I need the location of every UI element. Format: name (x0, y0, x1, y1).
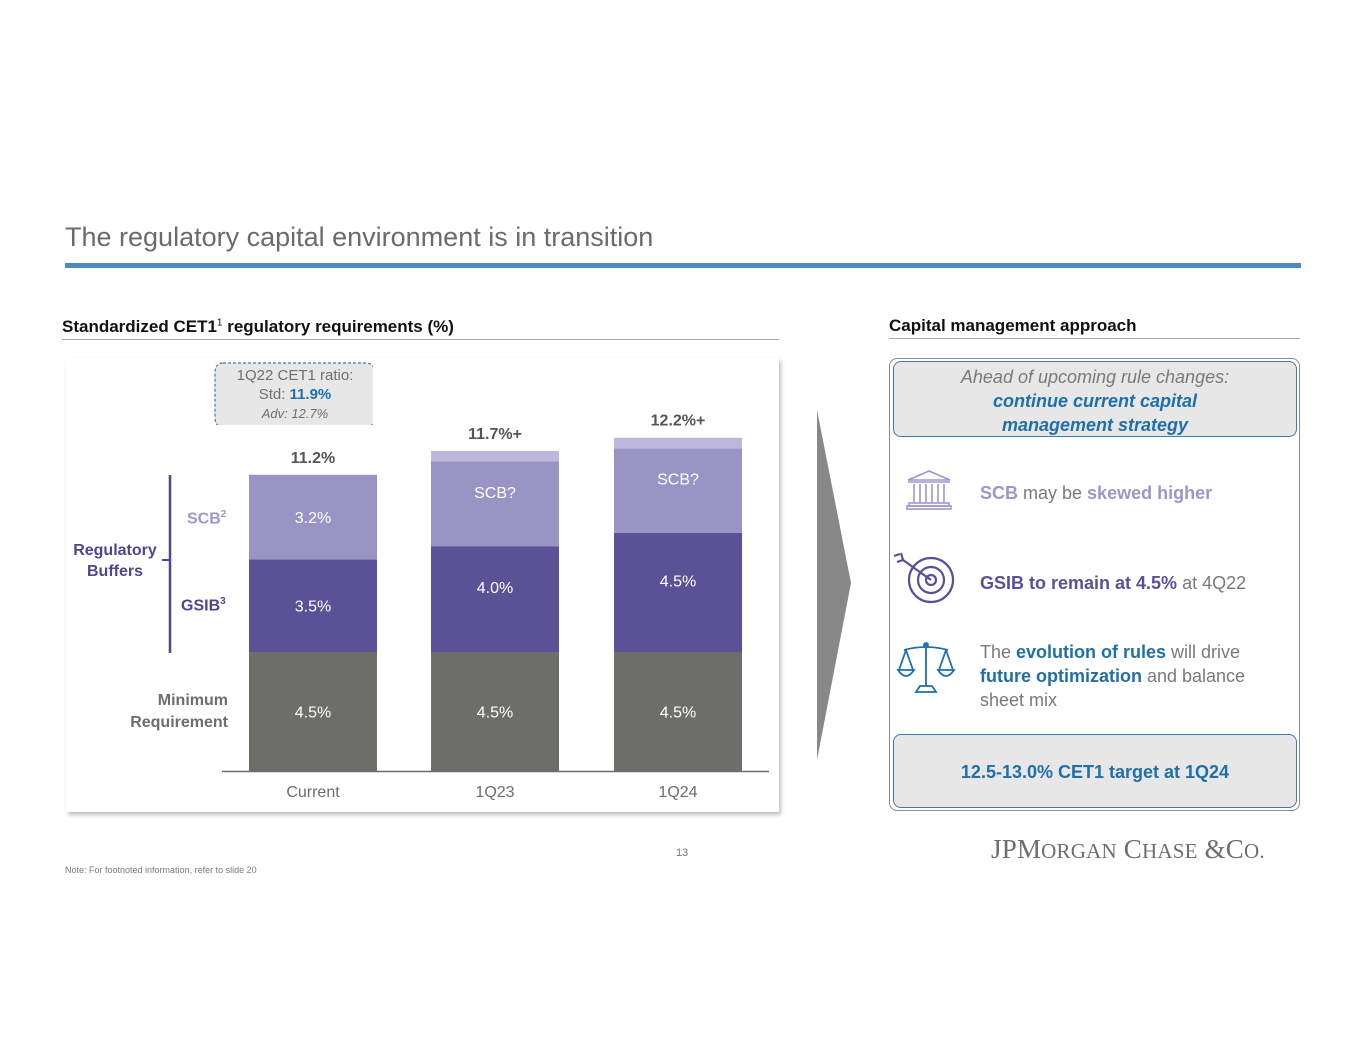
data-label: 4.5% (660, 704, 696, 721)
bar-gsib-1q24 (614, 532, 742, 652)
item-scb-key: SCB (980, 483, 1019, 503)
callout-line1: 1Q22 CET1 ratio: (236, 367, 354, 384)
callout-std: Std: 11.9% (215, 385, 375, 404)
callout-std-label: Std: (258, 386, 290, 403)
logo-co: O. (1244, 839, 1265, 863)
totals-group: 11.2% 11.7%+ 12.2%+ (291, 413, 706, 467)
minimum-line2: Requirement (130, 714, 228, 731)
item-rules-e1: evolution of rules (1016, 642, 1167, 662)
bar-gsib-1q23 (431, 546, 559, 652)
callout-adv: Adv: 12.7% (261, 406, 329, 421)
target-arrow-icon (893, 552, 955, 604)
scb-label-text: SCB (187, 510, 221, 528)
footnote-1: 1 (216, 317, 223, 329)
item-rules-t3: and balance sheet mix (980, 666, 1246, 710)
chart-heading-rest: regulatory requirements (%) (222, 317, 454, 336)
strategy-line3: management strategy (1001, 415, 1189, 435)
item-gsib-text: at 4Q22 (1177, 573, 1247, 593)
logo-jp: JP (991, 834, 1017, 864)
data-label: 4.5% (477, 704, 513, 721)
bank-building-icon (906, 470, 952, 510)
approach-panel (889, 358, 1300, 811)
regulatory-buffers-line2: Buffers (86, 563, 143, 580)
x-tick-labels-group: Current 1Q23 1Q24 (286, 784, 697, 801)
minimum-line1: Minimum (157, 692, 228, 709)
item-scb-text: may be (1018, 483, 1088, 503)
item-gsib: GSIB to remain at 4.5% at 4Q22 (980, 571, 1246, 595)
jpmorgan-logo: JPMORGAN CHASE &CO. (991, 834, 1265, 864)
item-rules-t1: The (980, 642, 1017, 662)
title-divider (65, 263, 1301, 268)
logo-chase: HASE (1142, 839, 1198, 863)
item-scb-emph: skewed higher (1087, 483, 1213, 503)
item-rules: The evolution of rules will drive future… (980, 640, 1280, 712)
strategy-box: Ahead of upcoming rule changes: continue… (893, 361, 1297, 437)
data-label: SCB? (657, 472, 699, 489)
data-label: 4.5% (660, 573, 696, 590)
total-label: 12.2%+ (651, 413, 706, 430)
bar-scb-1q24 (614, 448, 742, 533)
bar-gsib-current (249, 559, 377, 652)
total-label: 11.7%+ (468, 426, 522, 443)
x-tick-label: 1Q23 (475, 784, 514, 801)
item-gsib-emph: GSIB to remain at 4.5% (980, 573, 1178, 593)
item-scb: SCB may be skewed higher (980, 481, 1212, 505)
bar-scb-potential-upside--1q24 (614, 437, 742, 449)
scb-label: SCB2 (187, 509, 226, 528)
total-label: 11.2% (291, 450, 335, 467)
bar-minimum-requirement-current (249, 651, 377, 771)
cet1-target-box: 12.5-13.0% CET1 target at 1Q24 (893, 734, 1297, 808)
data-label: 4.5% (295, 704, 331, 721)
item-rules-t2: will drive (1166, 642, 1241, 662)
chart-heading-divider (62, 339, 779, 340)
chart-heading-main: Standardized CET1 (62, 317, 217, 336)
scales-icon (896, 642, 956, 693)
gsib-label-text: GSIB (181, 597, 221, 615)
footnote-2: 2 (220, 509, 227, 520)
callout-text: 1Q22 CET1 ratio: Std: 11.9% Adv: 12.7% (215, 366, 375, 423)
data-label: 4.0% (477, 580, 513, 597)
footnote-note: Note: For footnoted information, refer t… (65, 865, 257, 875)
chart-heading: Standardized CET11 regulatory requiremen… (62, 317, 454, 337)
bar-labels-group: 4.5% 3.5% 3.2% 4.5% 4.0% SCB? 4.5% 4.5% SCB? (295, 472, 699, 722)
slide-title: The regulatory capital environment is in… (65, 222, 654, 252)
footnote-3: 3 (220, 596, 226, 607)
strategy-line2: continue current capital (992, 391, 1198, 411)
data-label: 3.2% (295, 510, 331, 527)
gsib-label: GSIB3 (181, 596, 226, 615)
callout-bubble (214, 362, 373, 425)
minimum-requirement-label: Minimum Requirement (100, 690, 228, 734)
logo-morgan: ORGAN (1041, 839, 1117, 863)
regulatory-buffers-label: Regulatory Buffers (62, 540, 168, 582)
strategy-line1: Ahead of upcoming rule changes: (960, 367, 1230, 387)
page-number: 13 (676, 847, 689, 859)
item-rules-e2: future optimization (980, 666, 1142, 686)
right-heading: Capital management approach (889, 316, 1137, 335)
bar-minimum-requirement-1q23 (431, 651, 559, 771)
data-label: SCB? (474, 485, 516, 502)
x-tick-label: 1Q24 (658, 784, 697, 801)
callout-std-value: 11.9% (289, 386, 332, 403)
x-tick-label: Current (286, 784, 340, 801)
bar-minimum-requirement-1q24 (614, 651, 742, 771)
bar-scb-potential-upside--1q23 (431, 450, 559, 462)
bar-scb-1q23 (431, 461, 559, 547)
logo-amp: & (1204, 834, 1226, 864)
transition-arrow-icon (817, 410, 851, 760)
data-label: 3.5% (295, 599, 331, 616)
right-heading-divider (889, 338, 1300, 339)
regulatory-buffers-line1: Regulatory (73, 542, 157, 559)
bars-group (249, 437, 742, 771)
bar-scb-current (249, 474, 377, 560)
